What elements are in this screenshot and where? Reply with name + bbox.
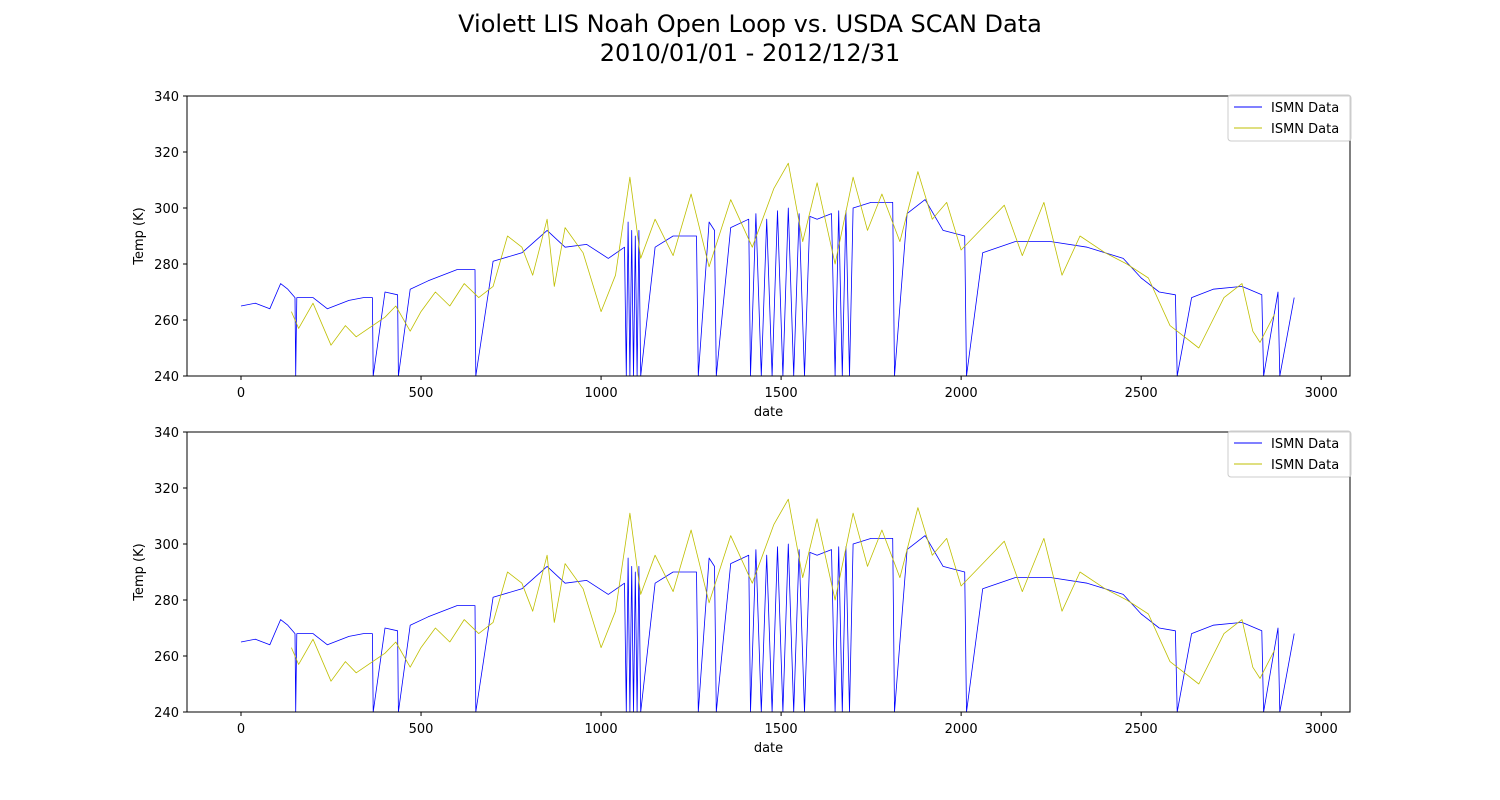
- legend-label-2: ISMN Data: [1271, 122, 1339, 137]
- legend: ISMN Data ISMN Data: [1227, 94, 1352, 142]
- y-tick-label: 280: [154, 258, 179, 273]
- y-tick-label: 240: [154, 706, 179, 721]
- y-tick-label: 320: [154, 146, 179, 161]
- y-tick-label: 300: [154, 202, 179, 217]
- x-tick-label: 1500: [765, 722, 798, 737]
- x-tick-label: 1000: [585, 386, 618, 401]
- x-tick-label: 500: [409, 722, 434, 737]
- legend-label-2: ISMN Data: [1271, 458, 1339, 473]
- y-tick-label: 320: [154, 482, 179, 497]
- y-axis-label: Temp (K): [132, 207, 147, 265]
- series-line-2: [291, 498, 1275, 685]
- x-tick-label: 0: [237, 386, 245, 401]
- chart-panel-2: 0 500 1000 1500 2000 2500 3000 240 260 280 300 320 3…: [132, 426, 1352, 756]
- y-axis-label: Temp (K): [132, 543, 147, 601]
- x-tick-label: 2500: [1125, 722, 1158, 737]
- y-tick-label: 300: [154, 538, 179, 553]
- series-line-1: [240, 535, 1295, 712]
- x-tick-label: 500: [409, 386, 434, 401]
- y-tick-label: 340: [154, 90, 179, 105]
- x-tick-label: 0: [237, 722, 245, 737]
- axes-frame: [186, 431, 1351, 713]
- x-tick-label: 3000: [1305, 386, 1338, 401]
- legend: ISMN Data ISMN Data: [1227, 430, 1352, 478]
- y-tick-label: 240: [154, 370, 179, 385]
- y-tick-label: 260: [154, 314, 179, 329]
- figure-title-line-2: 2010/01/01 - 2012/12/31: [599, 39, 901, 67]
- y-tick-label: 280: [154, 594, 179, 609]
- axes-frame: [186, 95, 1351, 377]
- x-axis-label: date: [754, 405, 783, 420]
- legend-label-1: ISMN Data: [1271, 437, 1339, 452]
- x-tick-label: 3000: [1305, 722, 1338, 737]
- x-axis-label: date: [754, 741, 783, 756]
- x-tick-label: 2000: [945, 386, 978, 401]
- series-line-1: [240, 199, 1295, 376]
- figure-title-line-1: Violett LIS Noah Open Loop vs. USDA SCAN…: [458, 10, 1042, 38]
- x-tick-label: 2000: [945, 722, 978, 737]
- y-tick-label: 260: [154, 650, 179, 665]
- x-tick-label: 2500: [1125, 386, 1158, 401]
- legend-label-1: ISMN Data: [1271, 101, 1339, 116]
- y-tick-label: 340: [154, 426, 179, 441]
- series-line-2: [291, 162, 1275, 349]
- figure-title: Violett LIS Noah Open Loop vs. USDA SCAN…: [0, 10, 1500, 68]
- x-tick-label: 1500: [765, 386, 798, 401]
- chart-panel-1: 0 500 1000 1500 2000 2500 3000 240 260 280 300 320 3…: [132, 90, 1352, 420]
- x-tick-label: 1000: [585, 722, 618, 737]
